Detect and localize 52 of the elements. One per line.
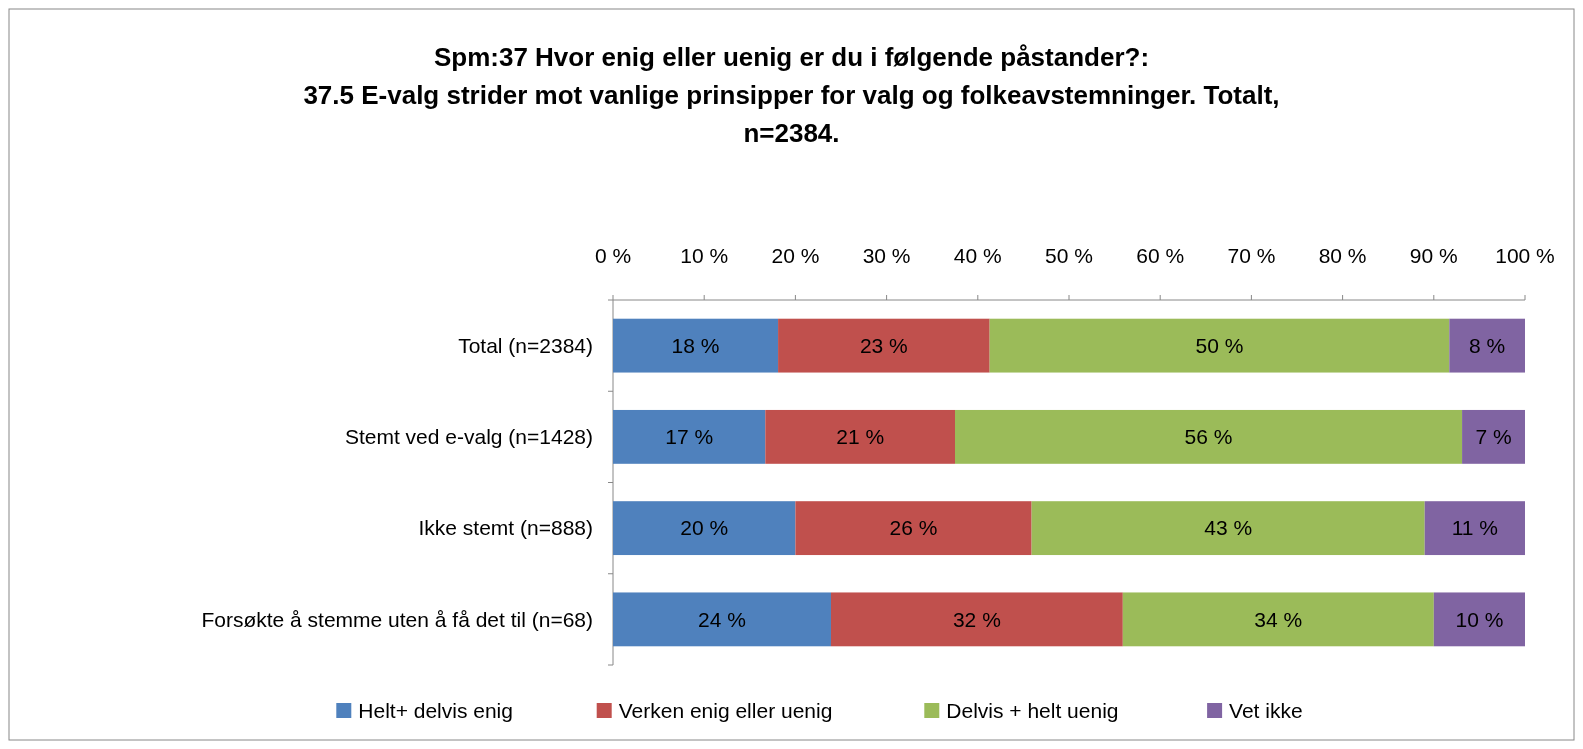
x-tick-label: 20 % [771,244,820,268]
bar [613,501,796,556]
bar [765,409,955,464]
x-tick-label: 80 % [1318,244,1367,268]
data-label: 20 % [680,516,729,540]
bar [778,318,990,373]
legend-label: Verken enig eller uenig [618,699,833,723]
x-tick-label: 50 % [1045,244,1093,268]
data-label: 11 % [1451,516,1498,540]
legend-label: Delvis + helt uenig [946,699,1119,723]
x-tick-label: 30 % [862,244,911,268]
x-tick-label: 10 % [680,244,729,268]
data-label: 23 % [859,333,908,357]
bar [830,592,1123,647]
chart-title: Spm:37 Hvor enig eller uenig er du i følgende påstander?: 37.5 E-valg strider mot vanlige prinsipper for valg og folkeavstemninger. Totalt, n=2384. [303,42,1280,148]
bar [613,592,831,647]
bar [1424,501,1525,556]
y-tick-label: Stemt ved e-valg (n=1428) [344,425,593,449]
data-label: 24 % [698,607,746,631]
x-tick-label: 40 % [953,244,1002,268]
bar [1462,409,1525,464]
data-label: 50 % [1195,333,1244,357]
data-label: 18 % [671,333,720,357]
bar [613,318,779,373]
x-tick-label: 100 % [1495,244,1555,268]
data-label: 10 % [1455,607,1504,631]
data-label: 26 % [889,516,938,540]
data-label: 17 % [665,425,714,449]
y-tick-label: Forsøkte å stemme uten å få det til (n=68) [201,607,593,631]
data-label: 21 % [836,425,885,449]
x-tick-label: 60 % [1136,244,1185,268]
bar [1031,501,1425,556]
bar [955,409,1463,464]
bar [613,409,766,464]
x-tick-label: 0 % [594,244,632,268]
data-label: 34 % [1254,607,1303,631]
data-label: 32 % [952,607,1001,631]
legend-label: Vet ikke [1229,699,1303,723]
data-label: 43 % [1204,516,1253,540]
bar [1433,592,1525,647]
data-label: 8 % [1469,333,1506,357]
bar [989,318,1450,373]
legend-label: Helt+ delvis enig [358,699,513,723]
x-tick-label: 90 % [1409,244,1458,268]
bar [795,501,1032,556]
y-tick-label: Ikke stemt (n=888) [418,516,593,540]
bar [1122,592,1434,647]
data-label: 7 % [1475,425,1512,449]
y-tick-label: Total (n=2384) [458,333,593,357]
bar [1449,318,1525,373]
data-label: 56 % [1184,425,1233,449]
x-tick-label: 70 % [1227,244,1276,268]
